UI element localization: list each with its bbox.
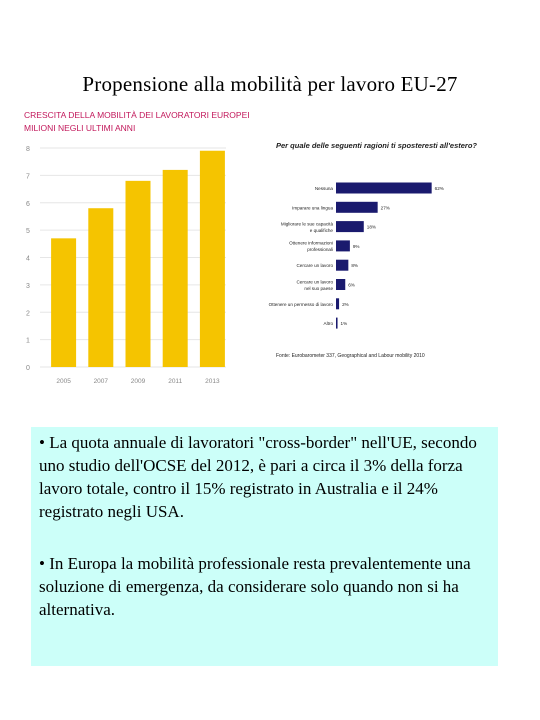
right-value-label: 1% xyxy=(341,321,348,326)
right-category-label: Ottenere un permesso di lavoro xyxy=(269,302,334,307)
left-ytick-label: 7 xyxy=(26,173,30,180)
right-category-label: Altro xyxy=(324,321,334,326)
left-xtick-label: 2011 xyxy=(168,378,182,385)
right-category-label: Nessuna xyxy=(315,186,334,191)
right-category-label: Ottenere informazioni xyxy=(289,241,333,246)
left-xtick-label: 2007 xyxy=(94,378,109,385)
left-bar-2011 xyxy=(162,169,188,367)
right-value-label: 62% xyxy=(435,186,444,191)
left-ytick-label: 8 xyxy=(26,146,30,153)
right-category-label: e qualifiche xyxy=(310,228,334,233)
left-xtick-label: 2009 xyxy=(131,378,146,385)
mobility-growth-bar-chart: CRESCITA DELLA MOBILITÀ DEI LAVORATORI E… xyxy=(24,110,250,385)
left-ytick-label: 2 xyxy=(26,310,30,317)
right-bar xyxy=(336,201,378,213)
left-ytick-label: 3 xyxy=(26,283,30,290)
right-category-label: Cercare un lavoro xyxy=(296,263,333,268)
right-value-label: 9% xyxy=(353,244,360,249)
right-value-label: 27% xyxy=(381,205,390,210)
right-category-label: nel suo paese xyxy=(304,286,333,291)
slide-title: Propensione alla mobilità per lavoro EU-… xyxy=(82,72,458,96)
right-bar xyxy=(336,317,338,329)
right-value-label: 18% xyxy=(367,225,376,230)
right-chart-title: Per quale delle seguenti ragioni ti spos… xyxy=(276,141,477,150)
right-category-label: professionali xyxy=(307,247,333,252)
left-ytick-label: 6 xyxy=(26,201,30,208)
left-chart-title-line-2: MILIONI NEGLI ULTIMI ANNI xyxy=(24,123,135,133)
right-category-label: Cercare un lavoro xyxy=(296,279,333,284)
right-bar xyxy=(336,240,350,252)
left-bar-2009 xyxy=(125,180,151,367)
left-ytick-label: 1 xyxy=(26,338,30,345)
left-ytick-label: 5 xyxy=(26,228,30,235)
right-value-label: 8% xyxy=(351,263,358,268)
left-bar-2013 xyxy=(199,150,225,367)
left-xtick-label: 2013 xyxy=(205,378,220,385)
right-bar xyxy=(336,279,346,290)
left-bar-2005 xyxy=(51,238,77,367)
right-category-label: Migliorare le sue capacità xyxy=(281,221,334,226)
left-xtick-label: 2005 xyxy=(56,378,71,385)
left-chart-title-line-1: CRESCITA DELLA MOBILITÀ DEI LAVORATORI E… xyxy=(24,110,250,120)
left-ytick-label: 4 xyxy=(26,256,30,263)
right-bar xyxy=(336,221,364,233)
right-chart-source: Fonte: Eurobarometer 337, Geographical a… xyxy=(276,353,425,359)
info-paragraph-1: • La quota annuale di lavoratori "cross-… xyxy=(39,433,477,521)
left-ytick-label: 0 xyxy=(26,365,30,372)
info-textbox: • La quota annuale di lavoratori "cross-… xyxy=(31,427,498,666)
right-bar xyxy=(336,259,349,271)
left-bar-2007 xyxy=(88,208,114,367)
right-bar xyxy=(336,298,340,310)
right-category-label: Imparare una lingua xyxy=(292,205,333,210)
reasons-hbar-chart: Per quale delle seguenti ragioni ti spos… xyxy=(269,141,478,359)
right-value-label: 6% xyxy=(348,283,355,288)
right-bar xyxy=(336,182,432,194)
info-paragraph-2: • In Europa la mobilità professionale re… xyxy=(39,554,471,619)
right-value-label: 2% xyxy=(342,302,349,307)
